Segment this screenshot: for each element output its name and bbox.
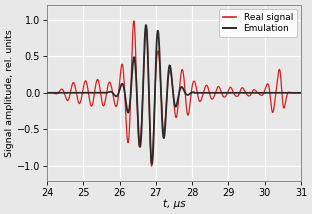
- Emulation: [150, 163, 154, 165]
- Real signal: [247, 95, 251, 97]
- Real signal: [45, 92, 49, 94]
- Real signal: [233, 94, 237, 97]
- Y-axis label: Signal amplitude, rel. units: Signal amplitude, rel. units: [5, 29, 14, 157]
- Real signal: [196, 92, 199, 95]
- Emulation: [58, 92, 62, 94]
- Emulation: [137, 138, 141, 141]
- Emulation: [45, 92, 49, 94]
- Emulation: [207, 92, 210, 94]
- Real signal: [58, 89, 62, 92]
- Emulation: [247, 92, 251, 94]
- X-axis label: t, μs: t, μs: [163, 199, 185, 209]
- Real signal: [132, 19, 136, 22]
- Real signal: [207, 88, 210, 91]
- Line: Emulation: Emulation: [47, 25, 301, 164]
- Legend: Real signal, Emulation: Real signal, Emulation: [219, 9, 296, 37]
- Emulation: [299, 92, 303, 94]
- Real signal: [137, 144, 141, 147]
- Real signal: [299, 92, 303, 94]
- Line: Real signal: Real signal: [47, 21, 301, 166]
- Real signal: [150, 165, 154, 167]
- Emulation: [233, 92, 237, 94]
- Emulation: [196, 92, 199, 94]
- Emulation: [144, 24, 148, 26]
